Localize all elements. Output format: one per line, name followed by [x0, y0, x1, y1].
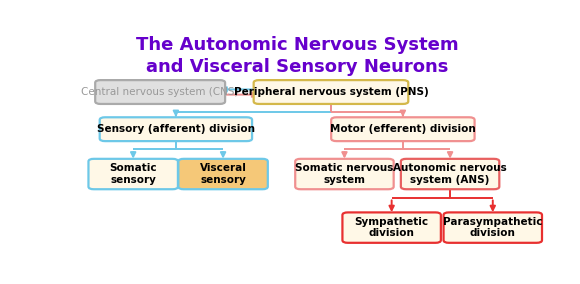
FancyBboxPatch shape [179, 159, 268, 189]
FancyBboxPatch shape [89, 159, 178, 189]
Text: Parasympathetic
division: Parasympathetic division [443, 217, 542, 238]
FancyBboxPatch shape [444, 212, 542, 243]
Text: Motor (efferent) division: Motor (efferent) division [330, 124, 476, 134]
Text: Sympathetic
division: Sympathetic division [354, 217, 429, 238]
Text: Sensory (afferent) division: Sensory (afferent) division [97, 124, 255, 134]
Text: The Autonomic Nervous System
and Visceral Sensory Neurons: The Autonomic Nervous System and Viscera… [136, 36, 459, 76]
FancyBboxPatch shape [401, 159, 499, 189]
FancyBboxPatch shape [100, 117, 252, 141]
Text: Peripheral nervous system (PNS): Peripheral nervous system (PNS) [234, 87, 429, 97]
Text: Somatic nervous
system: Somatic nervous system [295, 163, 394, 185]
FancyBboxPatch shape [95, 80, 225, 104]
FancyBboxPatch shape [253, 80, 408, 104]
FancyBboxPatch shape [295, 159, 394, 189]
FancyBboxPatch shape [342, 212, 441, 243]
Text: Somatic
sensory: Somatic sensory [110, 163, 157, 185]
Text: Autonomic nervous
system (ANS): Autonomic nervous system (ANS) [393, 163, 507, 185]
Text: Central nervous system (CNS): Central nervous system (CNS) [81, 87, 239, 97]
FancyBboxPatch shape [331, 117, 474, 141]
Text: Visceral
sensory: Visceral sensory [200, 163, 246, 185]
